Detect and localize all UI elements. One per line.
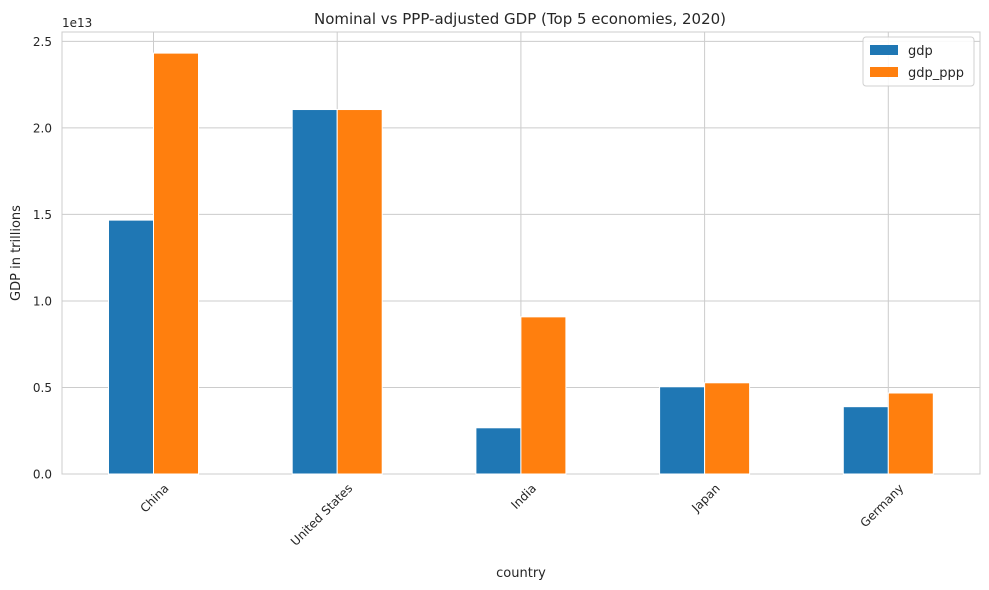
chart-title: Nominal vs PPP-adjusted GDP (Top 5 econo… (314, 10, 726, 28)
y-tick-label: 0.5 (33, 381, 52, 395)
legend: gdp gdp_ppp (862, 36, 975, 87)
y-tick-labels: 0.0 0.5 1.0 1.5 2.0 2.5 (33, 35, 52, 482)
bar-gdp-ppp-germany (887, 392, 934, 475)
bar-gdp-japan (659, 386, 706, 475)
legend-label-gdp-ppp: gdp_ppp (908, 66, 964, 81)
legend-swatch-gdp-ppp (870, 67, 898, 77)
y-offset-label: 1e13 (62, 16, 92, 30)
x-tick-label: China (137, 481, 171, 515)
bar-gdp-india (475, 427, 522, 475)
x-tick-labels: China United States India Japan Germany (137, 481, 906, 548)
y-tick-label: 1.5 (33, 208, 52, 222)
bar-gdp-ppp-china (153, 52, 199, 475)
bar-gdp-ppp-japan (704, 382, 751, 475)
legend-label-gdp: gdp (908, 44, 933, 59)
legend-swatch-gdp (870, 45, 898, 55)
bar-gdp-united-states (291, 109, 338, 475)
bar-gdp-china (108, 219, 154, 475)
y-axis-label: GDP in trillions (9, 205, 24, 301)
y-tick-label: 0.0 (33, 468, 52, 482)
x-tick-label: India (508, 481, 539, 512)
bar-gdp-ppp-united-states (336, 109, 383, 475)
x-axis-label: country (496, 566, 546, 581)
y-tick-label: 2.0 (33, 121, 52, 135)
bar-gdp-germany (842, 406, 889, 475)
x-tick-label: Japan (688, 481, 722, 515)
x-tick-label: United States (288, 481, 355, 548)
bar-gdp-ppp-india (520, 316, 567, 475)
x-tick-label: Germany (858, 481, 907, 530)
y-tick-label: 2.5 (33, 35, 52, 49)
y-tick-label: 1.0 (33, 294, 52, 308)
bars (108, 52, 934, 475)
